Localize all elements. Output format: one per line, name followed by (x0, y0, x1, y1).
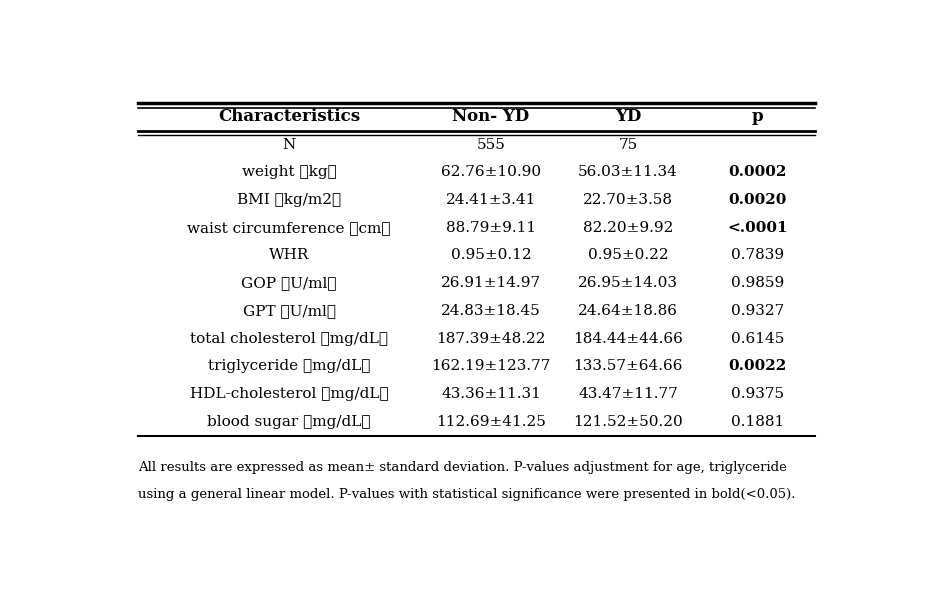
Text: 133.57±64.66: 133.57±64.66 (573, 359, 683, 374)
Text: 187.39±48.22: 187.39±48.22 (436, 332, 546, 346)
Text: 184.44±44.66: 184.44±44.66 (573, 332, 683, 346)
Text: 0.7839: 0.7839 (731, 249, 784, 262)
Text: 24.64±18.86: 24.64±18.86 (578, 304, 678, 318)
Text: 0.9375: 0.9375 (731, 387, 784, 401)
Text: <.0001: <.0001 (727, 221, 788, 235)
Text: 0.6145: 0.6145 (731, 332, 784, 346)
Text: 0.0020: 0.0020 (728, 193, 787, 207)
Text: YD: YD (615, 108, 641, 126)
Text: N: N (283, 137, 296, 152)
Text: WHR: WHR (269, 249, 310, 262)
Text: 88.79±9.11: 88.79±9.11 (446, 221, 536, 235)
Text: waist circumference （cm）: waist circumference （cm） (188, 221, 391, 235)
Text: triglyceride （mg/dL）: triglyceride （mg/dL） (208, 359, 370, 374)
Text: 162.19±123.77: 162.19±123.77 (432, 359, 551, 374)
Text: GPT （U/ml）: GPT （U/ml） (243, 304, 336, 318)
Text: 26.95±14.03: 26.95±14.03 (578, 276, 678, 290)
Text: 26.91±14.97: 26.91±14.97 (441, 276, 541, 290)
Text: 0.9859: 0.9859 (731, 276, 784, 290)
Text: 22.70±3.58: 22.70±3.58 (583, 193, 673, 207)
Text: GOP （U/ml）: GOP （U/ml） (242, 276, 337, 290)
Text: 0.0022: 0.0022 (728, 359, 787, 374)
Text: 555: 555 (476, 137, 506, 152)
Text: total cholesterol （mg/dL）: total cholesterol （mg/dL） (191, 332, 388, 346)
Text: 75: 75 (618, 137, 638, 152)
Text: 0.1881: 0.1881 (731, 415, 784, 429)
Text: 56.03±11.34: 56.03±11.34 (578, 165, 678, 179)
Text: 112.69±41.25: 112.69±41.25 (436, 415, 546, 429)
Text: Characteristics: Characteristics (219, 108, 360, 126)
Text: BMI （kg/m2）: BMI （kg/m2） (237, 193, 341, 207)
Text: HDL-cholesterol （mg/dL）: HDL-cholesterol （mg/dL） (190, 387, 389, 401)
Text: using a general linear model. P-values with statistical significance were presen: using a general linear model. P-values w… (138, 488, 795, 501)
Text: 0.95±0.12: 0.95±0.12 (451, 249, 531, 262)
Text: All results are expressed as mean± standard deviation. P-values adjustment for a: All results are expressed as mean± stand… (138, 461, 787, 474)
Text: blood sugar （mg/dL）: blood sugar （mg/dL） (207, 415, 371, 429)
Text: 0.95±0.22: 0.95±0.22 (588, 249, 669, 262)
Text: 24.83±18.45: 24.83±18.45 (441, 304, 541, 318)
Text: 0.0002: 0.0002 (728, 165, 787, 179)
Text: 62.76±10.90: 62.76±10.90 (441, 165, 541, 179)
Text: 24.41±3.41: 24.41±3.41 (445, 193, 537, 207)
Text: 121.52±50.20: 121.52±50.20 (573, 415, 683, 429)
Text: 82.20±9.92: 82.20±9.92 (583, 221, 673, 235)
Text: p: p (751, 108, 764, 126)
Text: Non- YD: Non- YD (452, 108, 530, 126)
Text: 43.47±11.77: 43.47±11.77 (578, 387, 678, 401)
Text: 43.36±11.31: 43.36±11.31 (441, 387, 541, 401)
Text: weight （kg）: weight （kg） (242, 165, 337, 179)
Text: 0.9327: 0.9327 (731, 304, 784, 318)
